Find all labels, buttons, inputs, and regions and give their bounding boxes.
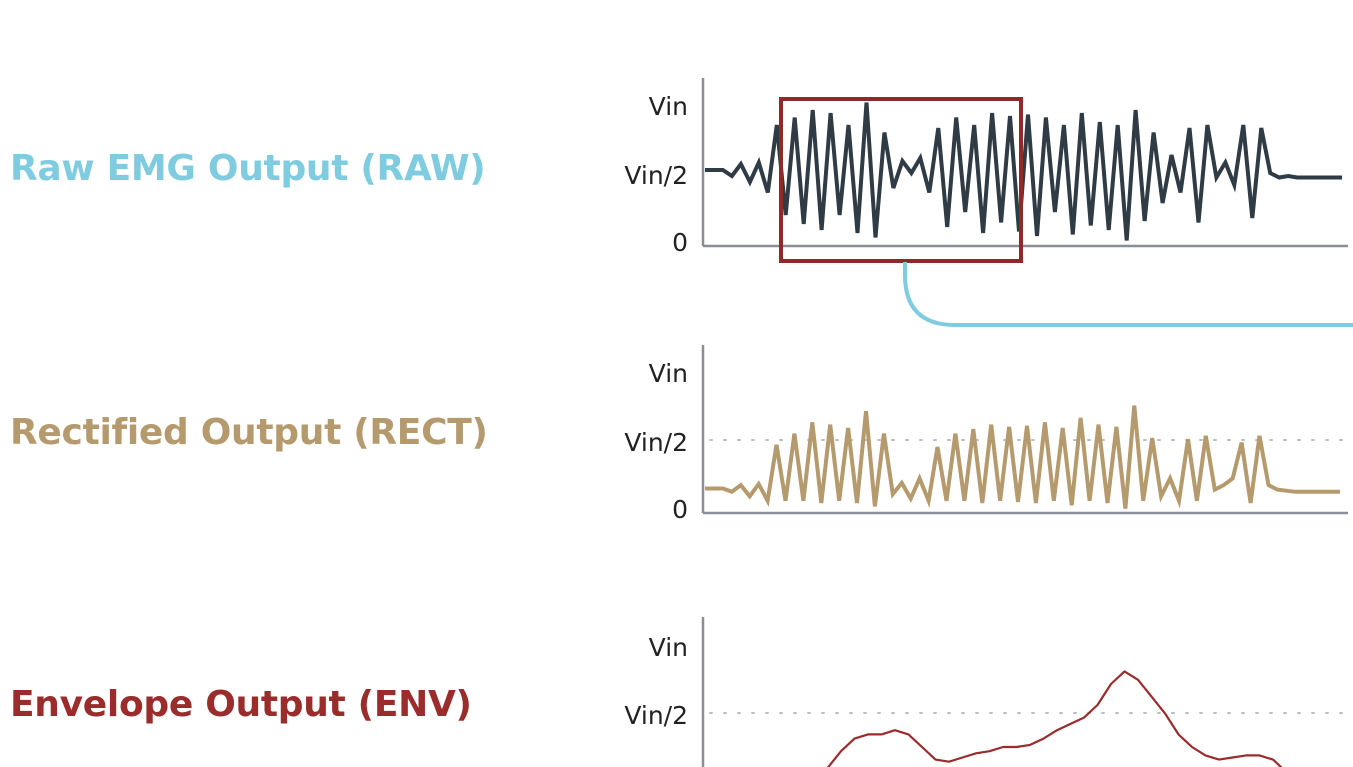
highlight-box bbox=[779, 97, 1023, 263]
tick-vin-half: Vin/2 bbox=[624, 161, 688, 190]
raw-emg-output-label: Raw EMG Output (RAW) bbox=[10, 148, 486, 189]
envelope-panel: Vin Vin/2 bbox=[624, 617, 1349, 767]
rectified-signal bbox=[705, 405, 1340, 509]
envelope-signal bbox=[826, 670, 1283, 767]
tick-vin: Vin bbox=[649, 359, 688, 388]
tick-vin: Vin bbox=[649, 92, 688, 121]
tick-vin: Vin bbox=[649, 633, 688, 662]
tick-zero: 0 bbox=[672, 228, 688, 257]
raw-emg-signal bbox=[705, 102, 1342, 241]
rectified-panel: Vin Vin/2 0 bbox=[624, 345, 1349, 524]
rectified-output-label: Rectified Output (RECT) bbox=[10, 412, 488, 453]
connector-line bbox=[903, 262, 1353, 327]
tick-vin-half: Vin/2 bbox=[624, 428, 688, 457]
envelope-output-label: Envelope Output (ENV) bbox=[10, 684, 472, 725]
tick-vin-half: Vin/2 bbox=[624, 701, 688, 730]
tick-zero: 0 bbox=[672, 495, 688, 524]
raw-emg-panel: Vin Vin/2 0 bbox=[624, 78, 1353, 327]
